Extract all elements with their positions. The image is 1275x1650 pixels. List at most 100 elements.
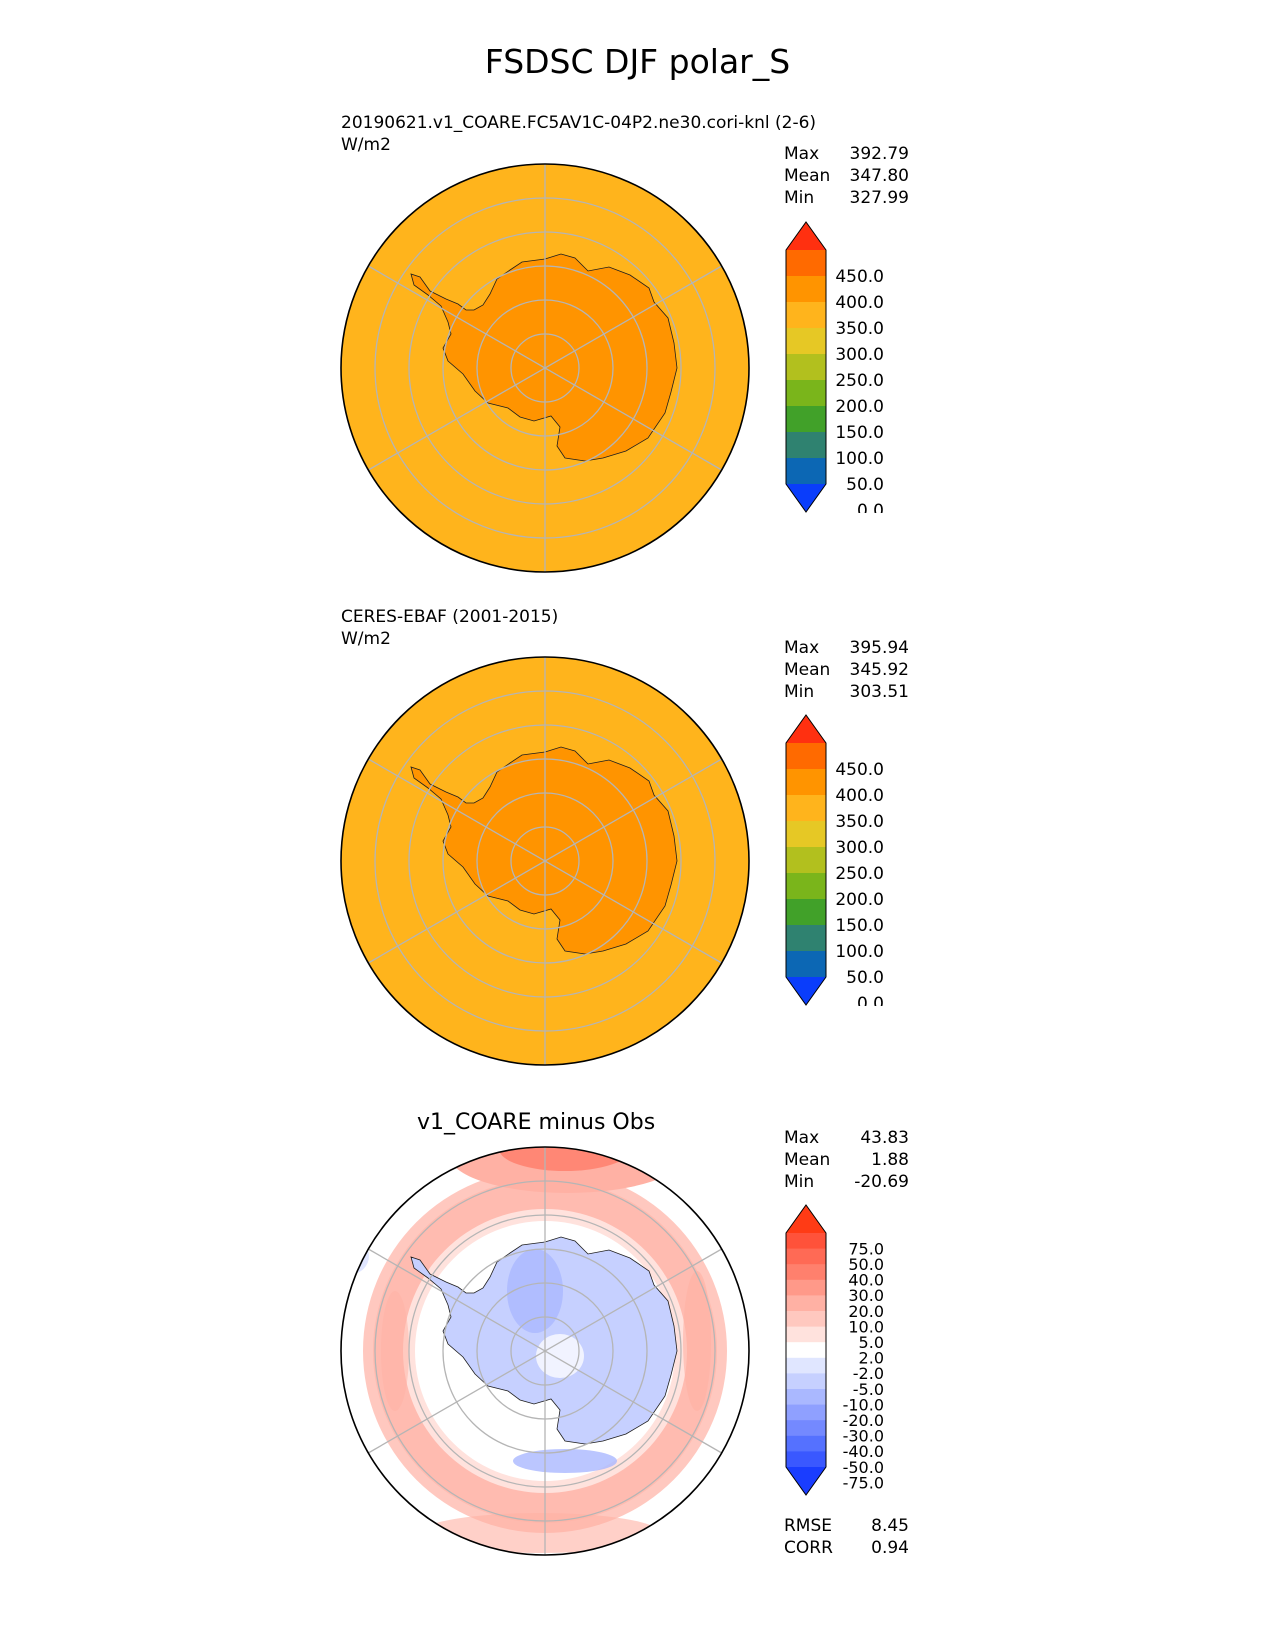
colorbar-tick-label: -5.0 [853,1380,884,1399]
diff-metrics: RMSE 8.45 CORR 0.94 [784,1515,909,1559]
colorbar-tick-label: 300.0 [835,345,884,365]
colorbar-segment [786,925,826,952]
colorbar-tick-label: 40.0 [848,1271,884,1290]
colorbar-segment [786,432,826,459]
stat-min: Min -20.69 [784,1172,909,1192]
colorbar-segment [786,873,826,900]
colorbar-tick-label: -75.0 [843,1473,884,1492]
colorbar-segment [786,328,826,355]
map-boundary [340,656,750,1066]
test-panel-units: W/m2 [341,135,391,155]
colorbar-tick-label: 5.0 [859,1333,884,1352]
colorbar-tick-label: 450.0 [835,760,884,780]
colorbar-segment [786,1435,826,1452]
colorbar-segment [786,1373,826,1390]
colorbar-segment [786,1295,826,1312]
colorbar-segment [786,250,826,277]
colorbar-outline [785,714,827,1006]
colorbar-tick-label: -30.0 [843,1427,884,1446]
colorbar-tick-label: 150.0 [835,916,884,936]
map-boundary [340,163,750,573]
colorbar-segment [786,1342,826,1359]
figure-title: FSDSC DJF polar_S [484,42,791,81]
colorbar-segment [786,1311,826,1328]
colorbar-tick-label: 100.0 [835,942,884,962]
colorbar-segment [786,1389,826,1406]
test-colorbar: 450.0 400.0 350.0 300.0 250.0 200.0 150.0 100.0… [785,221,884,513]
colorbar-segment [786,1279,826,1296]
colorbar-segment [786,1233,826,1250]
diff-panel-title: v1_COARE minus Obs [417,1110,656,1135]
colorbar-segment [786,1451,826,1468]
colorbar-extend-min [786,484,826,512]
colorbar-tick-label: 150.0 [835,423,884,443]
stat-min: Min 303.51 [784,682,909,702]
diff-colorbar: 75.050.040.030.020.010.05.02.0-2.0-5.0-1… [785,1204,884,1496]
colorbar-tick-label: 50.0 [846,475,884,495]
colorbar-tick-label: 350.0 [835,319,884,339]
colorbar-tick-label: 350.0 [835,812,884,832]
colorbar-tick-label: 2.0 [859,1349,884,1368]
colorbar-tick-label: 50.0 [846,968,884,988]
ref-panel-units: W/m2 [341,629,391,649]
metric-corr: CORR 0.94 [784,1538,909,1558]
colorbar-segment [786,406,826,433]
colorbar-segment [786,847,826,874]
colorbar-tick-label: 450.0 [835,267,884,287]
colorbar-segment [786,1357,826,1374]
colorbar-tick-label: -50.0 [843,1458,884,1477]
colorbar-tick-label: 50.0 [848,1255,884,1274]
stat-mean: Mean 1.88 [784,1150,909,1170]
colorbar-tick-label: 20.0 [848,1302,884,1321]
antarctica-landmass [410,746,678,955]
colorbar-tick-label: -40.0 [843,1442,884,1461]
graticule [367,164,723,572]
colorbar-tick-label: 200.0 [835,890,884,910]
colorbar-tick-label: 75.0 [848,1239,884,1258]
interior-anomaly [507,1249,563,1333]
test-stats: Max 392.79 Mean 347.80 Min 327.99 [784,143,909,209]
stat-min: Min 327.99 [784,188,909,208]
colorbar-segment [786,1264,826,1281]
test-panel-title: 20190621.v1_COARE.FC5AV1C-04P2.ne30.cori… [341,113,817,133]
colorbar-segment [786,1326,826,1343]
ref-stats: Max 395.94 Mean 345.92 Min 303.51 [784,637,909,703]
diff-stats: Max 43.83 Mean 1.88 Min -20.69 [784,1127,909,1193]
colorbar-segment [786,769,826,796]
colorbar-segment [786,951,826,978]
colorbar-extend-max [786,715,826,743]
ref-colorbar: 450.0 400.0 350.0 300.0 250.0 200.0 150.0 100.0… [785,714,884,1006]
ref-panel-title: CERES-EBAF (2001-2015) [341,607,559,627]
metric-rmse: RMSE 8.45 [784,1516,909,1536]
antarctica-landmass [410,253,678,462]
colorbar-segment [786,276,826,303]
colorbar-tick-label: -10.0 [843,1395,884,1414]
stat-max: Max 392.79 [784,144,909,164]
colorbar-tick-label: 250.0 [835,864,884,884]
colorbar-segment [786,795,826,822]
colorbar-tick-label: 30.0 [848,1286,884,1305]
stat-max: Max 395.94 [784,638,909,658]
test-polar-map [340,163,750,573]
colorbar-segment [786,743,826,770]
stat-max: Max 43.83 [784,1128,909,1148]
colorbar-segment [786,458,826,485]
colorbar-segment [786,1404,826,1421]
colorbar-tick-label: 400.0 [835,293,884,313]
graticule [367,657,723,1065]
colorbar-tick-label: 400.0 [835,786,884,806]
colorbar-extend-min [786,1467,826,1495]
colorbar-extend-max [786,222,826,250]
colorbar-tick-label: -20.0 [843,1411,884,1430]
colorbar-tick-label: 300.0 [835,838,884,858]
map-boundary [340,1146,750,1556]
colorbar-segment [786,899,826,926]
colorbar-tick-label: 100.0 [835,449,884,469]
colorbar-tick-label: 0.0 [857,501,884,513]
colorbar-segment [786,380,826,407]
colorbar-segment [786,1420,826,1437]
colorbar-tick-label: 0.0 [857,994,884,1006]
graticule [367,1147,723,1555]
colorbar-extend-max [786,1205,826,1233]
colorbar-tick-label: 200.0 [835,397,884,417]
